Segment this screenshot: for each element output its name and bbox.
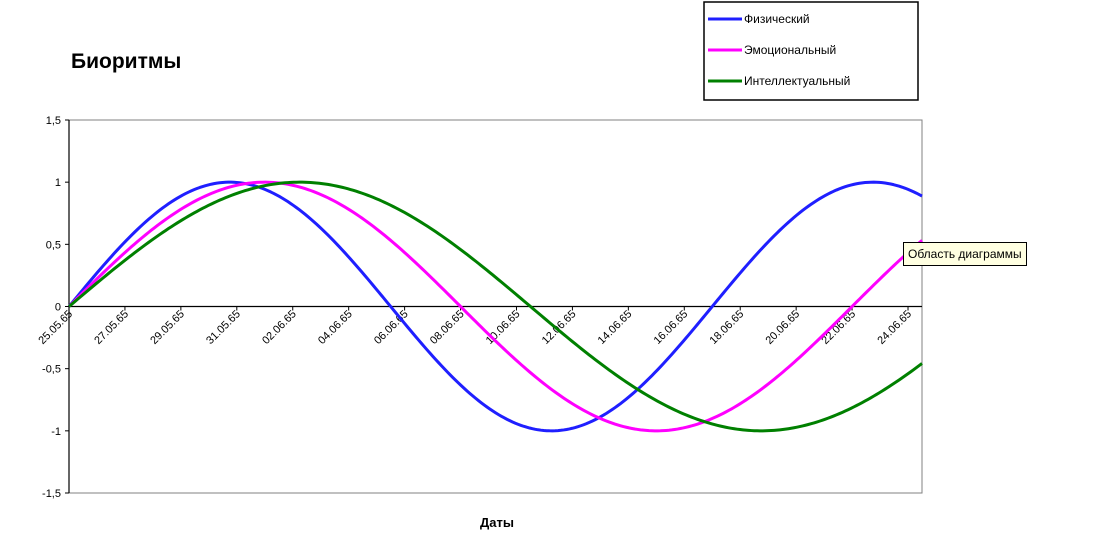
series-line-Эмоциональный (67, 180, 923, 433)
y-tick-label: 1,5 (46, 115, 61, 127)
legend-item-label: Эмоциональный (744, 43, 836, 57)
y-tick-label: -0,5 (42, 364, 61, 376)
x-axis-label: Даты (480, 515, 514, 530)
series-line-Интеллектуальный (68, 180, 923, 433)
legend[interactable]: Физический Эмоциональный Интеллектуальный (703, 1, 919, 101)
y-tick-label: 0 (55, 302, 61, 314)
y-tick-label: -1 (51, 426, 61, 438)
legend-item-label: Интеллектуальный (744, 74, 850, 88)
y-tick-label: 1 (55, 177, 61, 189)
chart-area-tooltip: Область диаграммы (903, 242, 1027, 266)
legend-item-label: Физический (744, 12, 810, 26)
y-tick-label: -1,5 (42, 488, 61, 500)
series-line-Физический (67, 180, 923, 433)
chart-title: Биоритмы (71, 50, 181, 73)
series-layer (67, 180, 923, 433)
y-axis: 1,5 1 0,5 0 -0,5 -1 -1,5 (42, 115, 70, 500)
y-tick-label: 0,5 (46, 239, 61, 251)
